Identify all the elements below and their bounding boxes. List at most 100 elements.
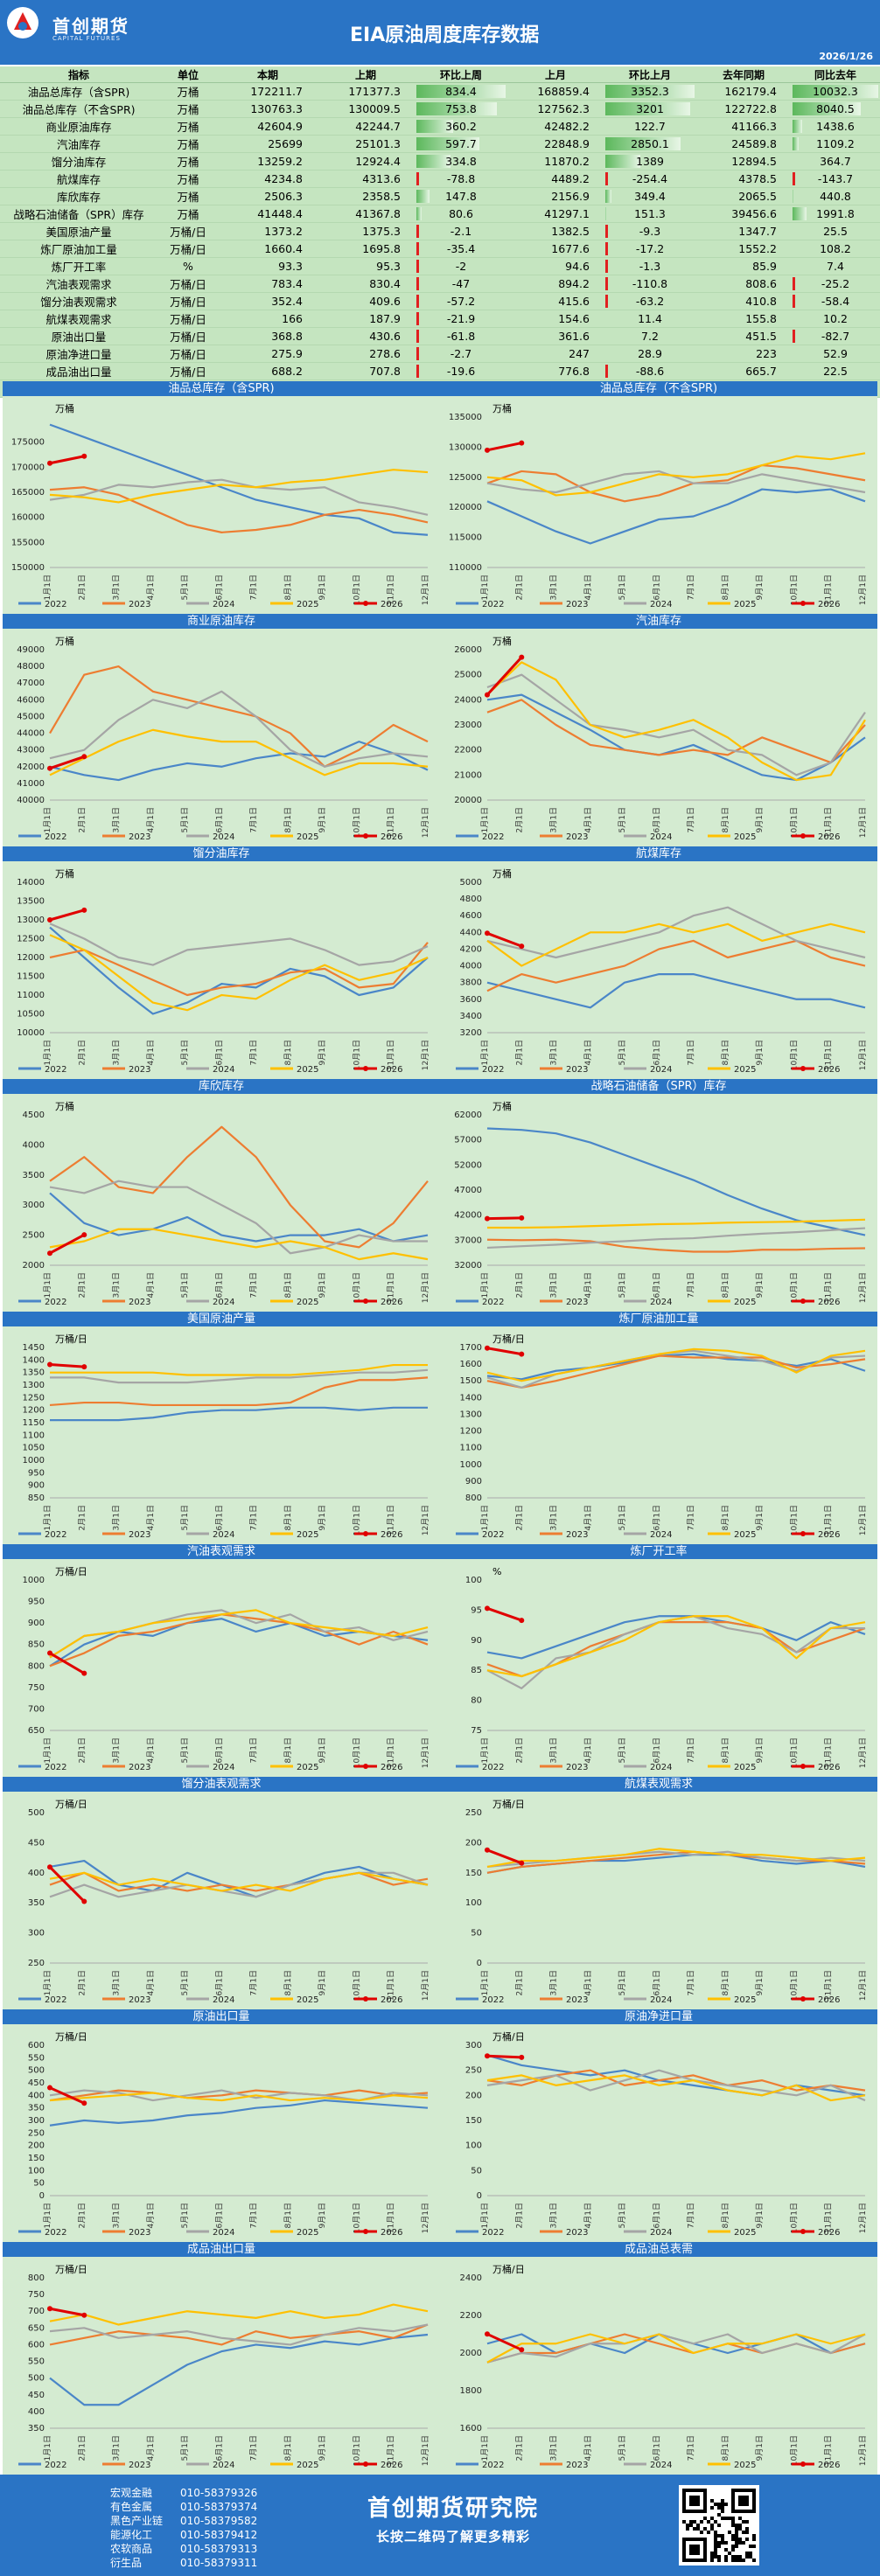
- x-tick-label: 5月1日: [180, 2203, 190, 2228]
- qr-module: [735, 2531, 738, 2534]
- x-tick-label: 7月1日: [687, 2203, 696, 2228]
- legend-marker: [363, 2461, 368, 2467]
- y-tick-label: 350: [28, 2104, 45, 2113]
- y-tick-label: 11500: [17, 972, 45, 982]
- table-cell: 171377.3: [317, 82, 415, 101]
- qr-module: [717, 2506, 721, 2510]
- x-tick-label: 11月1日: [387, 1040, 396, 1070]
- chart-title: 美国原油产量: [3, 1312, 440, 1326]
- axis-unit-label: %: [492, 1566, 501, 1577]
- line-chart: 3200 3400 3600 3800 4000 4200 4400 4600 4800 5000…: [456, 867, 868, 1075]
- series-line-2022: [49, 2099, 429, 2127]
- x-tick-label: 8月1日: [283, 1272, 293, 1298]
- qr-module: [731, 2548, 735, 2552]
- negative-data-bar: [416, 172, 419, 185]
- legend-label: 2024: [213, 1065, 234, 1075]
- legend-label: 2024: [650, 600, 672, 609]
- series-line-2022: [486, 488, 866, 545]
- chart-title: 油品总库存（不含SPR): [440, 381, 877, 396]
- x-tick-label: 4月1日: [146, 2203, 156, 2228]
- qr-module: [745, 2527, 749, 2531]
- y-tick-label: 650: [28, 1726, 45, 1736]
- x-tick-label: 10月1日: [352, 1970, 361, 2001]
- x-tick-label: 2月1日: [514, 807, 524, 832]
- data-point-2026: [519, 1215, 525, 1221]
- legend-label: 2026: [381, 1530, 402, 1540]
- series-line-2026: [49, 909, 85, 922]
- legend-label: 2022: [45, 1763, 66, 1772]
- qr-module: [731, 2545, 735, 2548]
- table-row: 汽油表观需求 万桶/日 783.4 830.4 -47 894.2 -110.8 808.6 -…: [0, 275, 880, 293]
- qr-module: [724, 2555, 728, 2559]
- x-tick-label: 8月1日: [283, 1505, 293, 1530]
- data-point-2026: [47, 765, 52, 771]
- table-cell: -9.3: [604, 222, 696, 240]
- legend-label: 2022: [482, 1763, 504, 1772]
- y-tick-label: 75: [471, 1726, 482, 1736]
- cell-value: 10.2: [823, 312, 848, 325]
- y-tick-label: 100: [465, 2141, 482, 2151]
- x-tick-label: 1月1日: [480, 807, 490, 832]
- series-line-2025: [49, 1609, 429, 1659]
- legend-label: 2024: [213, 600, 234, 609]
- series-line-2025: [486, 661, 866, 782]
- x-tick-label: 4月1日: [146, 2435, 156, 2461]
- table-cell: 151.3: [604, 205, 696, 223]
- cell-value: -82.7: [821, 330, 850, 343]
- table-cell: 万桶: [157, 170, 219, 188]
- qr-module: [731, 2520, 735, 2524]
- y-tick-label: 2400: [460, 2273, 482, 2283]
- x-tick-label: 5月1日: [180, 1970, 190, 1995]
- series-line-2025: [486, 1615, 866, 1678]
- negative-data-bar: [605, 225, 608, 238]
- footer-title: 首创期货研究院: [367, 2496, 540, 2522]
- line-chart: 1600 1800 2000 2200 2400 万桶/日 1月1日 2月1日 3月1日 4月1日…: [456, 2263, 868, 2470]
- table-cell: 834.4: [415, 82, 507, 101]
- y-tick-label: 37000: [454, 1236, 482, 1245]
- contact-dept: 农软商品: [110, 2543, 153, 2555]
- qr-module: [707, 2520, 710, 2524]
- data-point-2026: [47, 1864, 52, 1870]
- x-tick-label: 7月1日: [687, 1040, 696, 1065]
- contact-dept: 宏观金融: [110, 2487, 153, 2499]
- table-cell: 247: [507, 345, 604, 363]
- line-chart: 2000 2500 3000 3500 4000 4500 万桶 1月1日 2月1日 3月1日 4月…: [18, 1100, 430, 1307]
- legend-marker: [800, 1066, 806, 1071]
- legend-label: 2025: [734, 600, 756, 609]
- series-line-2026: [486, 2054, 522, 2059]
- legend-label: 2022: [45, 1065, 66, 1075]
- x-tick-label: 7月1日: [687, 1272, 696, 1298]
- qr-code-icon[interactable]: [679, 2485, 759, 2566]
- qr-module: [710, 2552, 714, 2555]
- x-tick-label: 5月1日: [618, 574, 627, 600]
- positive-data-bar: [605, 190, 612, 203]
- table-row: 航煤表观需求 万桶/日 166 187.9 -21.9 154.6 11.4 155.8 10.…: [0, 310, 880, 328]
- series-line-2022: [49, 926, 429, 1015]
- cell-value: -88.6: [635, 365, 665, 378]
- x-tick-label: 12月1日: [858, 1737, 868, 1768]
- negative-data-bar: [793, 330, 795, 343]
- table-cell: 368.8: [219, 327, 317, 345]
- x-tick-label: 9月1日: [755, 1272, 765, 1298]
- y-tick-label: 46000: [17, 695, 45, 705]
- y-tick-label: 650: [28, 2323, 45, 2333]
- table-body: 油品总库存（含SPR) 万桶 172211.7 171377.3 834.4 168859…: [0, 82, 880, 398]
- table-row: 原油净进口量 万桶/日 275.9 278.6 -2.7 247 28.9 223 52.9: [0, 345, 880, 363]
- qr-module: [714, 2534, 717, 2538]
- legend-label: 2022: [45, 2461, 66, 2470]
- series-line-2022: [486, 1854, 866, 1874]
- x-tick-label: 7月1日: [249, 1970, 259, 1995]
- x-tick-label: 11月1日: [387, 574, 396, 605]
- y-tick-label: 750: [28, 1683, 45, 1693]
- cell-value: 7.4: [827, 260, 844, 273]
- legend-label: 2022: [45, 1530, 66, 1540]
- table-cell: 成品油出口量: [0, 362, 157, 380]
- x-tick-label: 9月1日: [755, 574, 765, 600]
- y-tick-label: 62000: [454, 1110, 482, 1120]
- table-cell: 万桶/日: [157, 222, 219, 240]
- data-point-2026: [81, 754, 87, 760]
- legend-label: 2026: [818, 1530, 840, 1540]
- qr-module: [700, 2520, 703, 2524]
- x-tick-label: 3月1日: [112, 1970, 122, 1995]
- y-tick-label: 43000: [17, 746, 45, 755]
